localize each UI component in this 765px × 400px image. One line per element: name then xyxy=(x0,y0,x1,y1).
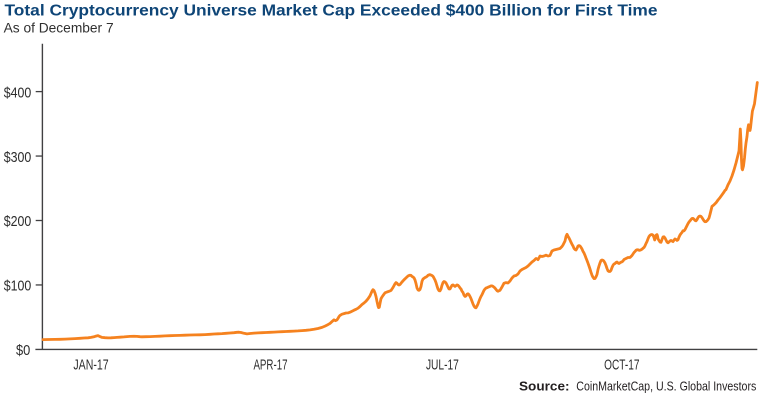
svg-text:Source:: Source: xyxy=(519,380,570,394)
svg-text:OCT-17: OCT-17 xyxy=(604,357,639,374)
svg-text:JUL-17: JUL-17 xyxy=(426,357,459,374)
svg-text:$0: $0 xyxy=(16,343,30,359)
svg-text:As of December 7: As of December 7 xyxy=(4,20,114,35)
svg-text:APR-17: APR-17 xyxy=(253,357,287,374)
svg-text:CoinMarketCap, U.S. Global Inv: CoinMarketCap, U.S. Global Investors xyxy=(576,380,756,394)
svg-text:$400: $400 xyxy=(4,85,32,101)
svg-text:$100: $100 xyxy=(4,279,32,295)
svg-text:JAN-17: JAN-17 xyxy=(73,357,108,374)
svg-text:$200: $200 xyxy=(4,214,32,230)
svg-text:Total Cryptocurrency Universe: Total Cryptocurrency Universe Market Cap… xyxy=(5,3,658,20)
svg-text:$300: $300 xyxy=(4,150,32,166)
